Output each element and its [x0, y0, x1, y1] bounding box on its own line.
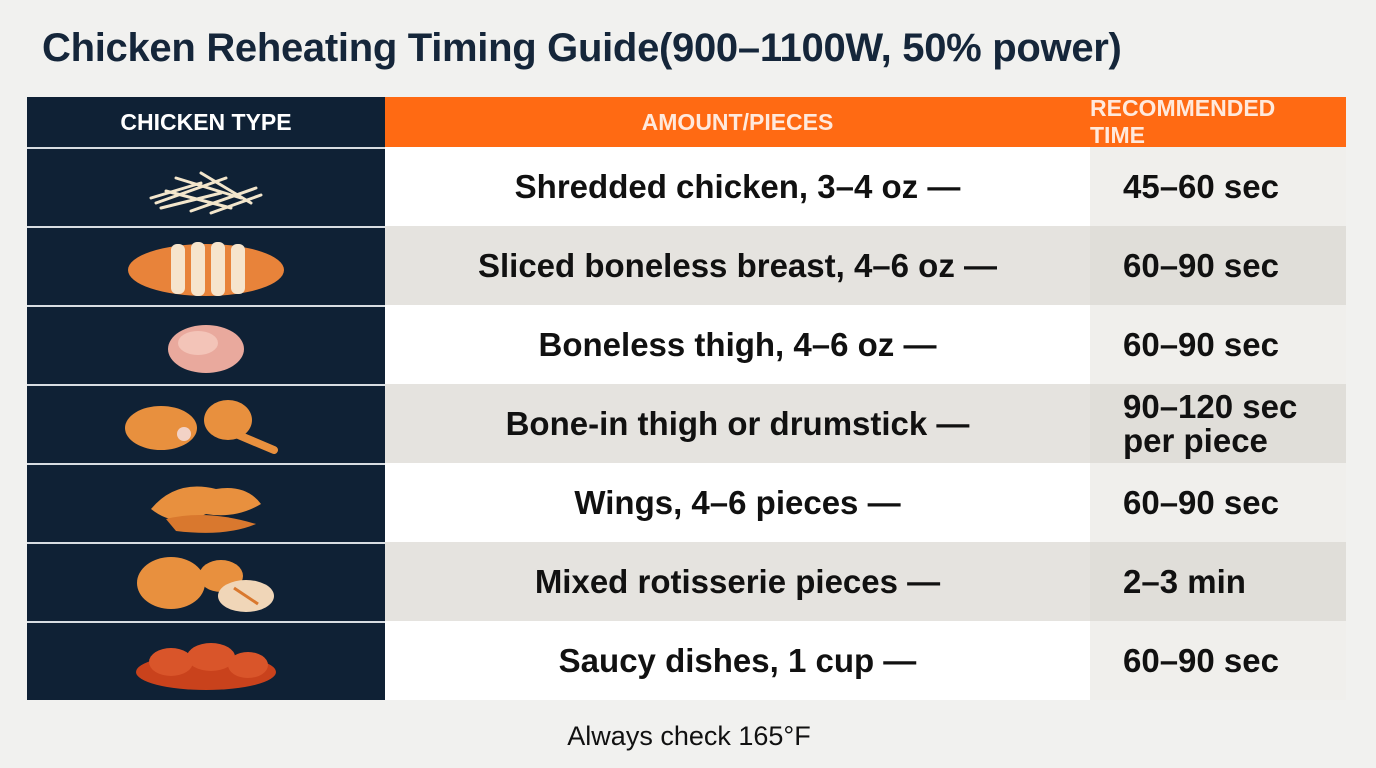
icon-shredded	[149, 171, 263, 214]
table-row: Shredded chicken, 3–4 oz — 45–60 sec	[27, 147, 1346, 226]
amount-cell: Boneless thigh, 4–6 oz —	[385, 305, 1090, 384]
table-header: CHICKEN TYPE AMOUNT/PIECES RECOMMENDED T…	[27, 95, 1346, 148]
table-row: Mixed rotisserie pieces — 2–3 min	[27, 542, 1346, 621]
amount-cell: Shredded chicken, 3–4 oz —	[385, 147, 1090, 226]
time-text: 60–90 sec	[1123, 483, 1279, 521]
table-row: Boneless thigh, 4–6 oz — 60–90 sec	[27, 305, 1346, 384]
amount-cell: Wings, 4–6 pieces —	[385, 463, 1090, 542]
icon-cell	[27, 226, 385, 305]
icon-wings	[151, 486, 261, 533]
time-cell: 90–120 sec per piece	[1090, 384, 1346, 463]
footer-note: Always check 165°F	[0, 721, 1376, 752]
time-cell: 60–90 sec	[1090, 463, 1346, 542]
header-cell: CHICKEN TYPE	[27, 97, 385, 147]
time-text: 45–60 sec	[1123, 167, 1279, 205]
header-cell: AMOUNT/PIECES	[385, 97, 1090, 147]
title: Chicken Reheating Timing Guide(900–1100W…	[42, 26, 1122, 70]
icon-cell	[27, 463, 385, 542]
time-text: 90–120 sec per piece	[1123, 387, 1298, 459]
icon-saucy	[136, 642, 276, 690]
time-text: 60–90 sec	[1123, 246, 1279, 284]
icon-thigh	[168, 324, 244, 373]
time-cell: 60–90 sec	[1090, 305, 1346, 384]
amount-cell: Bone-in thigh or drumstick —	[385, 384, 1090, 463]
icon-cell	[27, 384, 385, 463]
amount-cell: Sliced boneless breast, 4–6 oz —	[385, 226, 1090, 305]
time-cell: 45–60 sec	[1090, 147, 1346, 226]
time-cell: 2–3 min	[1090, 542, 1346, 621]
time-text: 60–90 sec	[1123, 641, 1279, 679]
time-cell: 60–90 sec	[1090, 226, 1346, 305]
time-text: 2–3 min	[1123, 562, 1246, 600]
table-row: Saucy dishes, 1 cup — 60–90 sec	[27, 621, 1346, 700]
footer-text: Always check 165°F	[567, 721, 811, 751]
table-row: Bone-in thigh or drumstick — 90–120 sec …	[27, 384, 1346, 463]
icon-cell	[27, 147, 385, 226]
amount-cell: Saucy dishes, 1 cup —	[385, 621, 1090, 700]
table-row: Wings, 4–6 pieces — 60–90 sec	[27, 463, 1346, 542]
icon-sliced-breast	[128, 241, 284, 296]
table: CHICKEN TYPE AMOUNT/PIECES RECOMMENDED T…	[27, 95, 1346, 700]
icon-drumstick	[125, 399, 278, 454]
amount-cell: Mixed rotisserie pieces —	[385, 542, 1090, 621]
icon-cell	[27, 542, 385, 621]
table-row: Sliced boneless breast, 4–6 oz — 60–90 s…	[27, 226, 1346, 305]
icon-cell	[27, 621, 385, 700]
time-text: 60–90 sec	[1123, 325, 1279, 363]
icon-rotisserie	[137, 556, 274, 612]
icon-cell	[27, 305, 385, 384]
time-cell: 60–90 sec	[1090, 621, 1346, 700]
header-cell: RECOMMENDED TIME	[1090, 95, 1346, 148]
